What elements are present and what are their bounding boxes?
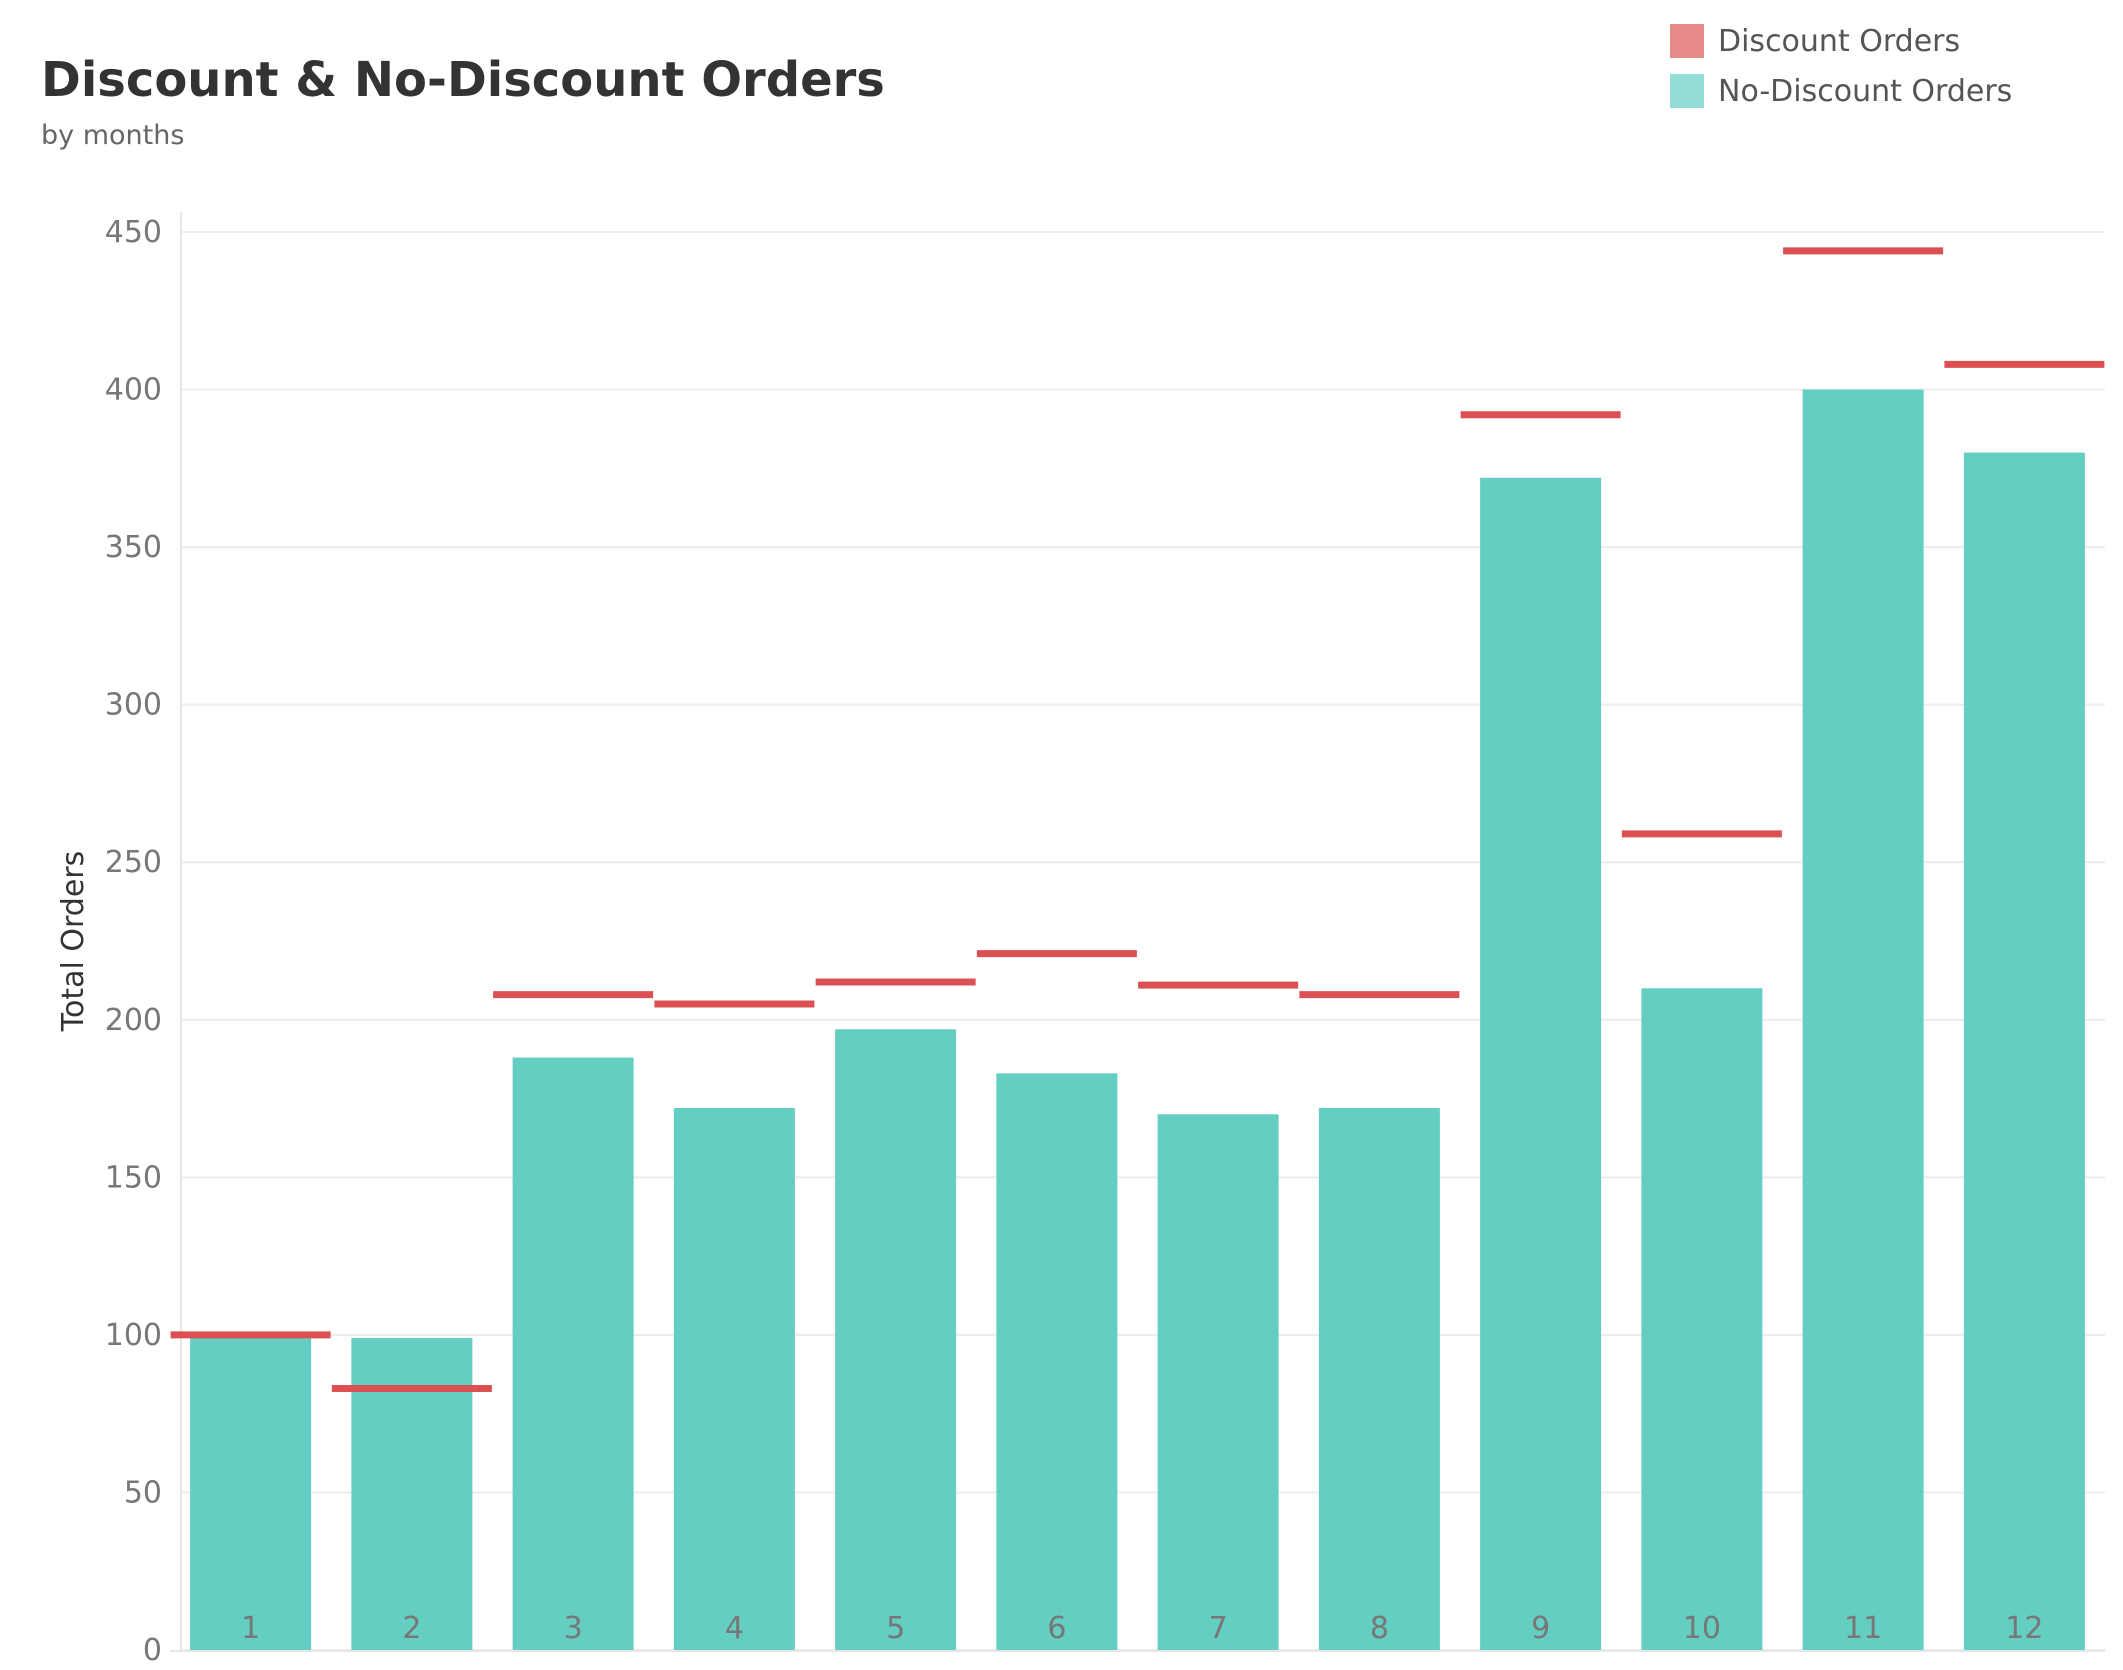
- x-tick-label-2: 2: [402, 1611, 421, 1646]
- bar-no-discount-4: [673, 1108, 795, 1650]
- bar-no-discount-7: [1157, 1114, 1279, 1650]
- y-axis-title: Total Orders: [56, 851, 91, 1032]
- bar-no-discount-12: [1963, 452, 2085, 1651]
- x-tick-label-6: 6: [1047, 1611, 1066, 1646]
- y-tick-label-0: 0: [143, 1633, 162, 1668]
- x-tick-label-11: 11: [1844, 1611, 1882, 1646]
- x-tick-label-5: 5: [886, 1611, 905, 1646]
- y-tick-label-300: 300: [105, 688, 162, 723]
- bar-no-discount-10: [1641, 988, 1763, 1650]
- y-tick-label-200: 200: [105, 1003, 162, 1038]
- legend-swatch-discount: [1670, 24, 1704, 58]
- y-tick-label-50: 50: [124, 1475, 162, 1510]
- bar-no-discount-2: [351, 1338, 473, 1650]
- x-tick-label-7: 7: [1209, 1611, 1228, 1646]
- x-tick-label-8: 8: [1370, 1611, 1389, 1646]
- chart-subtitle: by months: [41, 120, 185, 151]
- legend-item-no-discount[interactable]: No-Discount Orders: [1670, 73, 2012, 109]
- bar-no-discount-11: [1802, 389, 1924, 1650]
- bar-no-discount-8: [1318, 1108, 1440, 1650]
- bar-no-discount-6: [996, 1073, 1118, 1650]
- y-tick-label-400: 400: [105, 373, 162, 408]
- y-tick-label-150: 150: [105, 1160, 162, 1195]
- y-tick-label-100: 100: [105, 1318, 162, 1353]
- bar-no-discount-3: [512, 1057, 634, 1650]
- x-tick-label-4: 4: [725, 1611, 744, 1646]
- bar-no-discount-1: [190, 1334, 312, 1650]
- x-tick-label-10: 10: [1683, 1611, 1721, 1646]
- legend-item-discount[interactable]: Discount Orders: [1670, 23, 2012, 59]
- legend-swatch-no-discount: [1670, 74, 1704, 108]
- x-tick-label-1: 1: [241, 1611, 260, 1646]
- y-tick-label-250: 250: [105, 845, 162, 880]
- chart-title: Discount & No-Discount Orders: [41, 52, 885, 108]
- y-tick-label-450: 450: [105, 215, 162, 250]
- legend-label-no-discount: No-Discount Orders: [1718, 73, 2013, 109]
- legend: Discount Orders No-Discount Orders: [1670, 23, 2012, 123]
- x-tick-label-12: 12: [2005, 1611, 2043, 1646]
- x-tick-label-9: 9: [1531, 1611, 1550, 1646]
- y-tick-label-350: 350: [105, 530, 162, 565]
- bar-no-discount-9: [1480, 477, 1602, 1651]
- x-tick-label-3: 3: [564, 1611, 583, 1646]
- legend-label-discount: Discount Orders: [1718, 23, 1961, 59]
- bar-no-discount-5: [835, 1029, 957, 1650]
